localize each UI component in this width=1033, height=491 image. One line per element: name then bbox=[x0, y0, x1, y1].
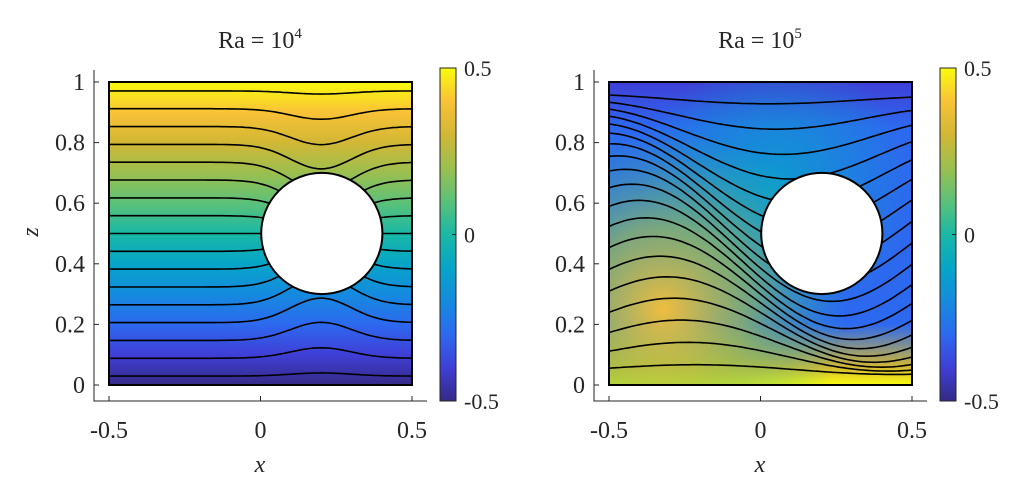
panel-ra-1e5: Ra = 105 -0.5 0 0.5 00.20.40.60.81 x 0.50-… bbox=[555, 26, 999, 478]
contour-line bbox=[109, 90, 413, 95]
contour-line bbox=[109, 321, 412, 342]
y-axis-label-left: z bbox=[18, 227, 44, 238]
colorbar-tick-label: 0.5 bbox=[464, 56, 492, 81]
panel-ra-1e4: Ra = 104 -0.5 0 0.5 00.20.40.60.81 x z 0.5… bbox=[18, 26, 499, 478]
x-axis-label-left: x bbox=[254, 452, 266, 478]
contour-line bbox=[608, 275, 913, 358]
panel-title-right: Ra = 105 bbox=[718, 26, 802, 54]
colorbar-tick-label: 0 bbox=[964, 223, 975, 248]
y-tick-label: 0.8 bbox=[555, 131, 585, 157]
contour-line bbox=[608, 123, 913, 204]
y-tick-label: 0.4 bbox=[555, 252, 585, 278]
colorbar-tick-label: 0 bbox=[464, 223, 475, 248]
contour-line bbox=[109, 143, 413, 170]
cylinder-obstacle-left bbox=[260, 171, 384, 296]
plot-border-left bbox=[108, 81, 413, 386]
y-tick-label: 0.2 bbox=[555, 312, 585, 338]
contour-line bbox=[608, 341, 913, 372]
x-tick-label: -0.5 bbox=[590, 418, 628, 444]
contour-line bbox=[608, 255, 913, 350]
y-tick-label: 0.6 bbox=[55, 191, 85, 217]
contour-line bbox=[608, 101, 913, 130]
cylinder-obstacle-right bbox=[760, 171, 884, 296]
contour-line bbox=[608, 319, 913, 369]
contour-line bbox=[608, 363, 913, 376]
x-ticks-right: -0.5 0 0.5 bbox=[590, 396, 927, 444]
contour-line bbox=[109, 297, 413, 324]
contour-line bbox=[608, 108, 913, 156]
title-exponent-right: 5 bbox=[794, 26, 802, 42]
y-ticks-left: 0 0.2 0.4 0.6 0.8 1 bbox=[55, 70, 99, 399]
contour-line bbox=[608, 235, 913, 341]
contour-line bbox=[109, 346, 412, 360]
contour-line bbox=[109, 161, 413, 192]
colorbar-tick-label: -0.5 bbox=[464, 389, 499, 414]
contour-line bbox=[608, 115, 913, 180]
y-tick-label: 0 bbox=[573, 373, 585, 399]
colorbar-ticks-right: 0.5 0 -0.5 bbox=[952, 56, 999, 414]
x-tick-label: 0 bbox=[255, 418, 267, 444]
plot-border-right bbox=[608, 81, 913, 386]
contour-line bbox=[109, 275, 413, 306]
axis-box-right bbox=[593, 70, 927, 402]
contour-line bbox=[109, 372, 413, 377]
x-tick-label: 0 bbox=[755, 418, 767, 444]
y-tick-label: 1 bbox=[573, 70, 585, 96]
y-tick-label: 0.8 bbox=[55, 131, 85, 157]
x-axis-label-right: x bbox=[754, 452, 766, 478]
title-base-right: Ra = 10 bbox=[718, 28, 794, 54]
x-tick-label: -0.5 bbox=[90, 418, 128, 444]
y-tick-label: 0.2 bbox=[55, 312, 85, 338]
contour-line bbox=[608, 297, 913, 364]
y-tick-label: 0 bbox=[73, 373, 85, 399]
x-tick-label: 0.5 bbox=[897, 418, 927, 444]
x-tick-label: 0.5 bbox=[397, 418, 427, 444]
contour-line bbox=[109, 107, 412, 121]
axis-box-left bbox=[93, 70, 427, 402]
colorbar-right: 0.5 0 -0.5 bbox=[939, 56, 999, 414]
title-exponent-left: 4 bbox=[294, 26, 302, 42]
contour-line bbox=[608, 216, 913, 330]
x-ticks-left: -0.5 0 0.5 bbox=[90, 396, 427, 444]
panel-title-left: Ra = 104 bbox=[218, 26, 302, 54]
title-base-left: Ra = 10 bbox=[218, 28, 294, 54]
colorbar-left: 0.5 0 -0.5 bbox=[439, 56, 499, 414]
y-tick-label: 0.6 bbox=[555, 191, 585, 217]
contour-line bbox=[608, 94, 913, 105]
y-ticks-right: 0 0.2 0.4 0.6 0.8 1 bbox=[555, 70, 599, 399]
colorbar-ticks-left: 0.5 0 -0.5 bbox=[452, 56, 499, 414]
y-tick-label: 0.4 bbox=[55, 252, 85, 278]
contour-line bbox=[608, 183, 913, 303]
colorbar-tick-label: 0.5 bbox=[964, 56, 992, 81]
y-tick-label: 1 bbox=[73, 70, 85, 96]
contour-line bbox=[608, 199, 913, 317]
colorbar-tick-label: -0.5 bbox=[964, 389, 999, 414]
contour-line bbox=[109, 125, 412, 146]
